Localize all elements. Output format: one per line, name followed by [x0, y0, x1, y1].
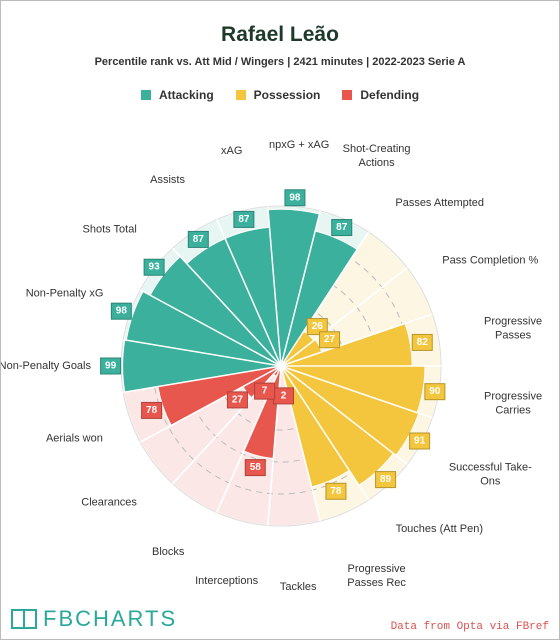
legend-label: Attacking	[158, 88, 214, 102]
source-note: Data from Opta via FBref	[390, 621, 549, 633]
legend: Attacking Possession Defending	[1, 88, 559, 102]
value-label: 98	[289, 192, 301, 203]
value-box	[325, 482, 347, 500]
slice-divider	[280, 231, 370, 367]
category-label: Clearances	[81, 496, 137, 509]
value-box	[375, 471, 397, 489]
category-label: Passes Attempted	[395, 196, 485, 209]
slice-divider	[216, 219, 282, 367]
legend-swatch	[235, 90, 246, 100]
category-label: npxG + xAG	[269, 138, 330, 151]
value-box	[409, 432, 431, 450]
slice-divider	[139, 289, 282, 367]
value-label: 98	[116, 306, 128, 317]
category-label: Progressive Passes	[484, 315, 543, 342]
category-label: Assists	[150, 174, 185, 187]
category-label: Progressive Passes Rec	[347, 562, 406, 589]
value-box	[319, 331, 341, 349]
category-label: Tackles	[279, 581, 317, 594]
value-box	[244, 459, 266, 477]
value-label: 78	[146, 405, 158, 416]
value-label: 58	[250, 462, 262, 473]
value-label: 78	[330, 486, 342, 497]
value-label: 93	[149, 262, 161, 273]
value-box	[411, 333, 433, 351]
value-box	[110, 302, 132, 320]
value-box	[233, 210, 255, 228]
value-label: 87	[238, 214, 250, 225]
slice-divider	[280, 365, 408, 465]
logo: FBCHARTS	[11, 606, 177, 632]
value-box	[424, 383, 446, 401]
slice-divider	[280, 313, 433, 367]
value-label: 90	[429, 386, 441, 397]
chart-title: Rafael Leão	[221, 23, 339, 46]
category-label: Non-Penalty xG	[25, 287, 104, 300]
value-label: 87	[336, 222, 348, 233]
category-label: Non-Penalty Goals	[0, 360, 91, 372]
slice-divider	[267, 206, 282, 367]
legend-label: Defending	[360, 88, 420, 102]
category-label: Progressive Carries	[484, 390, 543, 417]
legend-swatch	[342, 90, 353, 100]
logo-text: FBCHARTS	[43, 606, 178, 631]
slice-divider	[280, 365, 433, 419]
legend-swatch	[140, 90, 151, 100]
legend-item: Defending	[342, 88, 419, 102]
category-label: xAG	[221, 144, 243, 157]
value-label: 27	[232, 394, 244, 405]
value-label: 7	[262, 386, 268, 397]
slice-divider	[123, 338, 282, 367]
chart-subtitle: Percentile rank vs. Att Mid / Wingers | …	[94, 56, 466, 68]
value-box	[226, 391, 248, 409]
logo-icon	[11, 609, 37, 629]
slice-divider	[172, 247, 282, 367]
value-label: 27	[324, 334, 336, 345]
value-box	[187, 230, 209, 248]
value-box	[254, 382, 276, 400]
value-label: 87	[193, 234, 205, 245]
legend-item: Possession	[235, 88, 321, 102]
category-label: Interceptions	[195, 575, 259, 588]
slice-divider	[280, 210, 322, 367]
category-label: Aerials won	[45, 432, 103, 445]
category-label: Shot-Creating Actions	[342, 143, 411, 170]
slice-divider	[123, 365, 282, 394]
value-label: 82	[417, 337, 429, 348]
category-label: Blocks	[152, 545, 185, 558]
value-label: 89	[380, 474, 392, 485]
value-label: 26	[312, 321, 324, 332]
category-label: Pass Completion %	[442, 254, 539, 267]
value-label: 91	[414, 436, 426, 447]
value-box	[141, 401, 163, 419]
category-label: Touches (Att Pen)	[395, 523, 484, 536]
slice-divider	[280, 267, 408, 367]
legend-label: Possession	[253, 88, 321, 102]
value-box	[306, 318, 328, 336]
value-box	[143, 258, 165, 276]
value-box	[100, 357, 122, 375]
category-label: Successful Take-Ons	[448, 461, 532, 488]
value-box	[331, 219, 353, 237]
value-label: 99	[105, 361, 117, 372]
category-label: Shots Total	[82, 223, 137, 236]
legend-item: Attacking	[140, 88, 214, 102]
slice-divider	[139, 365, 282, 443]
slice-divider	[280, 365, 370, 501]
value-box	[284, 189, 306, 207]
value-label: 2	[281, 390, 287, 401]
